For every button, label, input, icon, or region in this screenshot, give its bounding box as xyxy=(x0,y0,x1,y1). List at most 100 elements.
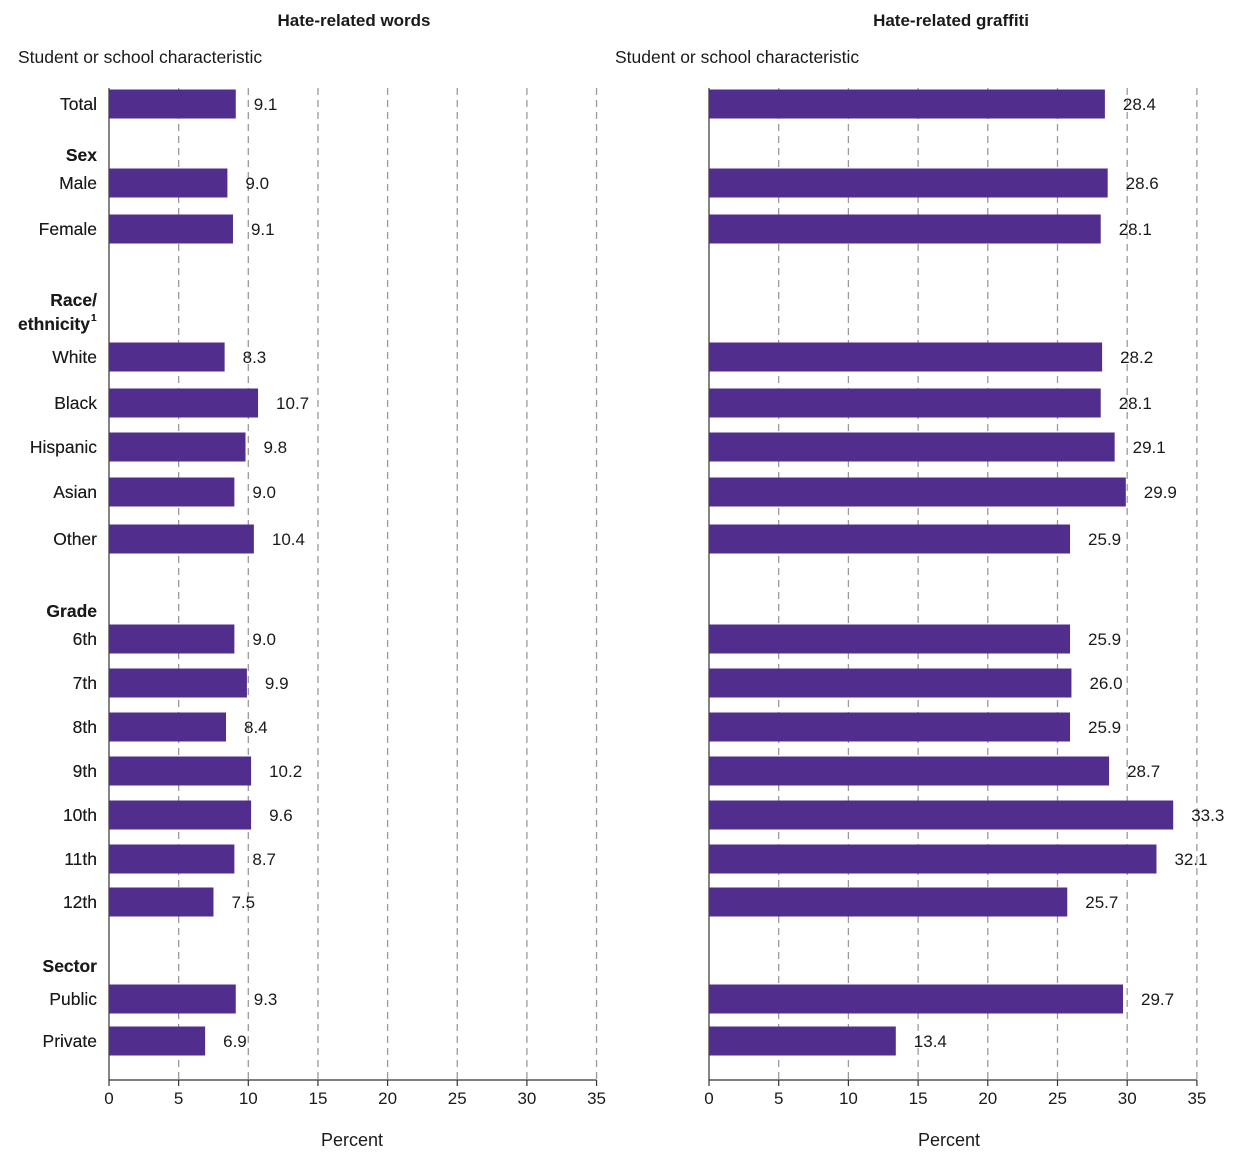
bar-7th xyxy=(109,668,247,698)
value-label-11th: 8.7 xyxy=(252,850,276,869)
bar-black xyxy=(109,388,259,418)
x-tick-label-0: 0 xyxy=(104,1089,113,1108)
category-header: Student or school characteristic xyxy=(18,47,262,67)
category-label-6th: 6th xyxy=(73,629,97,649)
value-label-8th: 8.4 xyxy=(244,718,268,737)
x-tick-label-35: 35 xyxy=(587,1089,606,1108)
value-label-7th: 9.9 xyxy=(265,674,289,693)
panel-title: Hate-related words xyxy=(277,11,430,30)
category-label-white: White xyxy=(52,347,97,367)
x-tick-label-20: 20 xyxy=(378,1089,397,1108)
category-label-black: Black xyxy=(54,393,97,413)
value-label-8th: 25.9 xyxy=(1088,718,1121,737)
bar-public xyxy=(709,984,1124,1014)
value-label-white: 28.2 xyxy=(1120,348,1153,367)
category-label-8th: 8th xyxy=(73,717,97,737)
bar-12th xyxy=(109,887,214,917)
x-tick-label-20: 20 xyxy=(978,1089,997,1108)
value-label-asian: 29.9 xyxy=(1144,483,1177,502)
bar-black xyxy=(709,388,1101,418)
x-tick-label-10: 10 xyxy=(239,1089,258,1108)
category-label-public: Public xyxy=(49,989,97,1009)
bar-white xyxy=(109,342,225,372)
x-tick-label-0: 0 xyxy=(704,1089,713,1108)
category-label-7th: 7th xyxy=(73,673,97,693)
bar-public xyxy=(109,984,236,1014)
x-tick-label-30: 30 xyxy=(517,1089,536,1108)
bar-white xyxy=(709,342,1103,372)
x-tick-label-15: 15 xyxy=(308,1089,327,1108)
value-label-private: 13.4 xyxy=(914,1032,947,1051)
bar-other xyxy=(109,524,254,554)
bar-hispanic xyxy=(709,432,1115,462)
category-label-8th: 8th xyxy=(73,717,97,737)
value-label-total: 9.1 xyxy=(254,95,278,114)
value-label-11th: 32.1 xyxy=(1174,850,1207,869)
bar-hispanic xyxy=(109,432,246,462)
bar-6th xyxy=(109,624,235,654)
category-label-male: Male xyxy=(59,173,97,193)
bar-private xyxy=(109,1026,206,1056)
category-label-total: Total xyxy=(60,94,97,114)
value-label-6th: 9.0 xyxy=(252,630,276,649)
bar-8th xyxy=(709,712,1071,742)
value-label-6th: 25.9 xyxy=(1088,630,1121,649)
group-label-race-ethnicity: Race/ethnicity xyxy=(18,290,97,334)
group-label-grade: Grade xyxy=(46,601,97,621)
group-label-grade: Grade xyxy=(46,601,97,621)
value-label-male: 28.6 xyxy=(1126,174,1159,193)
category-label-female: Female xyxy=(39,219,97,239)
bar-11th xyxy=(109,844,235,874)
panel-hate-related-words: Hate-related words Student or school char… xyxy=(18,11,606,1150)
category-label-9th: 9th xyxy=(73,761,97,781)
bar-total xyxy=(109,89,236,119)
value-label-male: 9.0 xyxy=(245,174,269,193)
category-label-10th: 10th xyxy=(63,805,97,825)
category-label-public: Public xyxy=(49,989,97,1009)
bar-female xyxy=(109,214,233,244)
bar-asian xyxy=(109,477,235,507)
x-tick-label-5: 5 xyxy=(174,1089,183,1108)
x-tick-label-10: 10 xyxy=(839,1089,858,1108)
category-label-12th: 12th xyxy=(63,892,97,912)
footnote-marker: 1 xyxy=(91,313,97,324)
value-label-public: 29.7 xyxy=(1141,990,1174,1009)
category-header: Student or school characteristic xyxy=(615,47,859,67)
bar-12th xyxy=(709,887,1068,917)
value-label-female: 28.1 xyxy=(1119,220,1152,239)
category-label-hispanic: Hispanic xyxy=(30,437,97,457)
value-label-female: 9.1 xyxy=(251,220,275,239)
bar-10th xyxy=(109,800,252,830)
value-label-9th: 28.7 xyxy=(1127,762,1160,781)
x-axis-label: Percent xyxy=(321,1130,383,1149)
value-label-10th: 33.3 xyxy=(1191,806,1224,825)
panel-title: Hate-related graffiti xyxy=(873,11,1029,30)
group-label-sector: Sector xyxy=(43,956,98,976)
value-label-white: 8.3 xyxy=(243,348,267,367)
footnote-marker: 1 xyxy=(91,313,97,324)
category-label-9th: 9th xyxy=(73,761,97,781)
x-tick-label-35: 35 xyxy=(1187,1089,1206,1108)
category-label-other: Other xyxy=(53,529,97,549)
value-label-7th: 26.0 xyxy=(1089,674,1122,693)
category-label-black: Black xyxy=(54,393,97,413)
group-label-sex: Sex xyxy=(66,145,97,165)
category-label-private: Private xyxy=(43,1031,97,1051)
bar-other xyxy=(709,524,1071,554)
category-label-asian: Asian xyxy=(53,482,97,502)
value-label-10th: 9.6 xyxy=(269,806,293,825)
x-tick-label-5: 5 xyxy=(774,1089,783,1108)
value-label-12th: 25.7 xyxy=(1085,893,1118,912)
bar-6th xyxy=(709,624,1071,654)
value-label-hispanic: 9.8 xyxy=(264,438,288,457)
category-label-7th: 7th xyxy=(73,673,97,693)
x-tick-label-15: 15 xyxy=(909,1089,928,1108)
bar-7th xyxy=(709,668,1072,698)
category-label-female: Female xyxy=(39,219,97,239)
value-label-12th: 7.5 xyxy=(231,893,255,912)
category-label-asian: Asian xyxy=(53,482,97,502)
category-label-male: Male xyxy=(59,173,97,193)
category-label-hispanic: Hispanic xyxy=(30,437,97,457)
value-label-asian: 9.0 xyxy=(252,483,276,502)
